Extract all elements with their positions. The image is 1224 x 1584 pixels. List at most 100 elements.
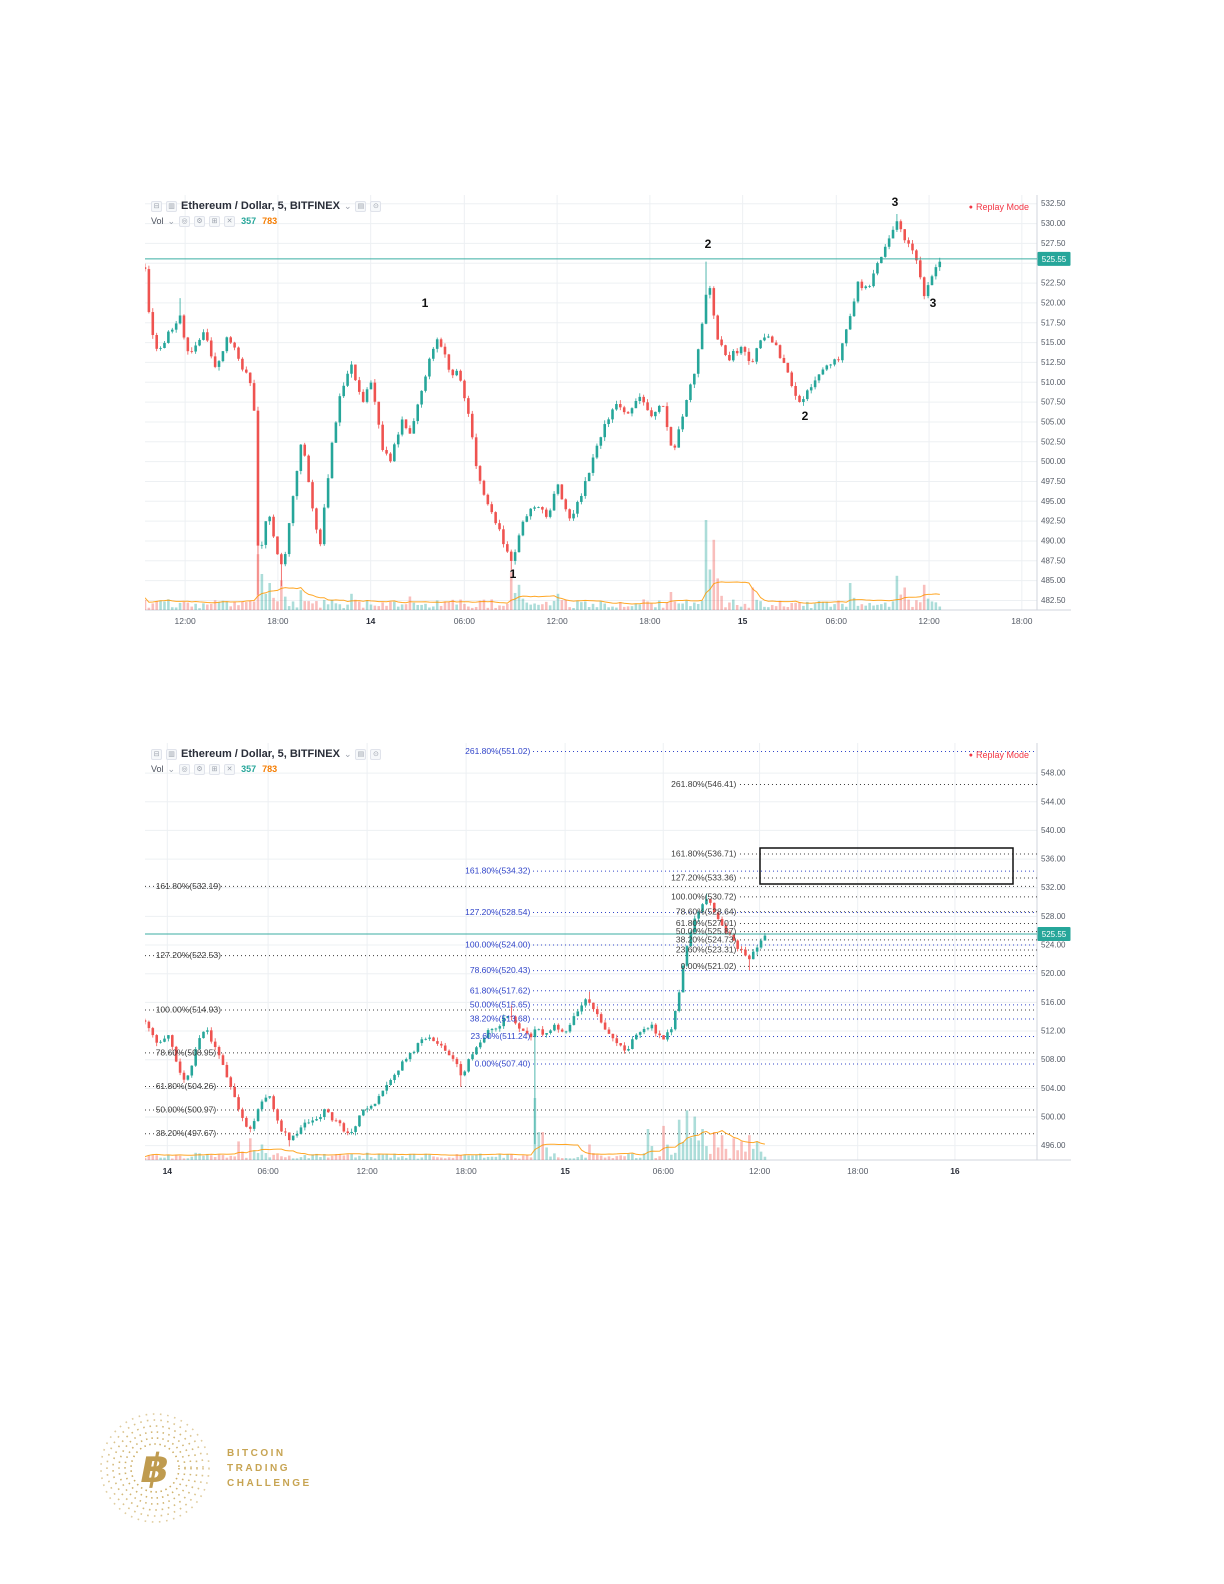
volume-bar [416,604,420,610]
candlestick-chart[interactable]: 532.50530.00527.50525.00522.50520.00517.… [145,195,1071,632]
collapse-icon[interactable]: ⊟ [151,748,162,760]
candle-body [568,1024,572,1032]
candle-body [198,339,201,346]
symbol-caret-icon[interactable]: ⌄ [343,748,352,759]
volume-bar [303,601,307,610]
time-tick-label: 12:00 [174,616,196,626]
candle-body [919,260,922,278]
wave-label: 2 [705,237,712,251]
candle-body [186,337,190,352]
candle-body [564,1031,568,1033]
candle-body [685,399,688,417]
chart-style-icon[interactable]: ▥ [166,200,177,212]
candle-body [572,1016,576,1025]
candle-body [736,940,739,949]
volume-bar [412,1153,416,1160]
ohlc-rows-icon[interactable]: ▤ [355,200,367,212]
volume-bar [751,587,755,610]
candle-body [666,1032,669,1040]
candle-body [767,336,770,338]
volume-bar [241,601,244,610]
volume-bar [631,1153,634,1160]
candle-body [677,429,681,448]
volume-bar [346,604,349,610]
candle-body [159,1041,162,1043]
volume-bar [194,603,197,610]
volume-bar [806,601,809,610]
candle-body [786,362,790,373]
volume-bar [607,1156,611,1160]
fib-level-label: 38.20%(497.67) [156,1128,217,1138]
volume-bar [145,599,147,610]
price-tick-label: 548.00 [1041,769,1066,778]
candle-body [428,1037,431,1039]
candle-body [467,398,470,414]
price-tick-label: 507.50 [1041,398,1066,407]
volume-bar [685,1110,689,1160]
fib-level-label: 61.80%(527.01) [676,918,737,928]
candle-body [544,509,548,517]
candle-body [782,357,786,363]
volume-bar [357,601,361,610]
eye-icon[interactable]: ◎ [179,215,191,227]
volume-bar [494,607,497,610]
symbol-title[interactable]: Ethereum / Dollar, 5, BITFINEX [181,200,340,212]
volume-bar [560,600,564,610]
gear-icon[interactable]: ⚙ [194,763,206,775]
last-price-value: 525.55 [1042,255,1067,264]
drawing-rectangle[interactable] [759,847,1014,885]
volume-bar [844,606,848,610]
volume-bar [759,1151,763,1160]
candle-body [389,1080,392,1086]
price-tick-label: 485.00 [1041,576,1066,585]
symbol-title[interactable]: Ethereum / Dollar, 5, BITFINEX [181,748,340,760]
volume-bar [580,602,583,610]
close-icon[interactable]: ✕ [224,215,236,227]
candle-body [408,1052,412,1060]
volume-bar [774,606,778,610]
vol-label[interactable]: Vol [151,764,164,774]
snapshot-icon[interactable]: ⊙ [370,200,382,212]
close-icon[interactable]: ✕ [224,763,236,775]
price-tick-label: 496.00 [1041,1141,1066,1150]
vol-caret-icon[interactable]: ⌄ [167,215,176,226]
eye-icon[interactable]: ◎ [179,763,191,775]
volume-bar [705,1146,708,1160]
candle-body [284,1131,287,1133]
volume-bar [868,602,871,610]
candle-body [938,261,942,268]
candle-body [237,347,240,359]
grid-icon[interactable]: ⊞ [209,215,221,227]
symbol-caret-icon[interactable]: ⌄ [343,200,352,211]
grid-icon[interactable]: ⊞ [209,763,221,775]
chart-legend: ⊟ ▥ Ethereum / Dollar, 5, BITFINEX ⌄ ▤ ⊙… [151,747,382,776]
candle-body [490,1029,494,1031]
vol-caret-icon[interactable]: ⌄ [167,763,176,774]
volume-bar [319,607,322,610]
volume-bar [373,605,377,610]
time-tick-label: 18:00 [639,616,661,626]
candle-body [145,267,147,270]
volume-bar [716,578,719,610]
logo-text-line: TRADING [227,1462,291,1474]
volume-bar [782,606,786,610]
gear-icon[interactable]: ⚙ [194,215,206,227]
volume-bar [362,1158,365,1160]
candle-body [326,1109,330,1113]
volume-bar [401,1156,404,1160]
candle-body [588,999,591,1003]
ohlc-rows-icon[interactable]: ▤ [355,748,367,760]
volume-bar [330,1155,334,1160]
candlestick-chart[interactable]: 548.00 544.00 540.00 536.00 532.00 528.00 524.… [145,743,1071,1182]
chart-style-icon[interactable]: ▥ [166,748,177,760]
collapse-icon[interactable]: ⊟ [151,200,162,212]
fib-level-label: 100.00%(530.72) [671,891,736,901]
replay-mode-button[interactable]: ● Replay Mode [969,750,1029,760]
replay-mode-button[interactable]: ● Replay Mode [969,202,1029,212]
candle-body [354,364,357,381]
vol-label[interactable]: Vol [151,216,164,226]
snapshot-icon[interactable]: ⊙ [370,748,382,760]
candle-body [599,437,603,446]
volume-bar [794,602,797,610]
volume-bar [167,1155,170,1160]
